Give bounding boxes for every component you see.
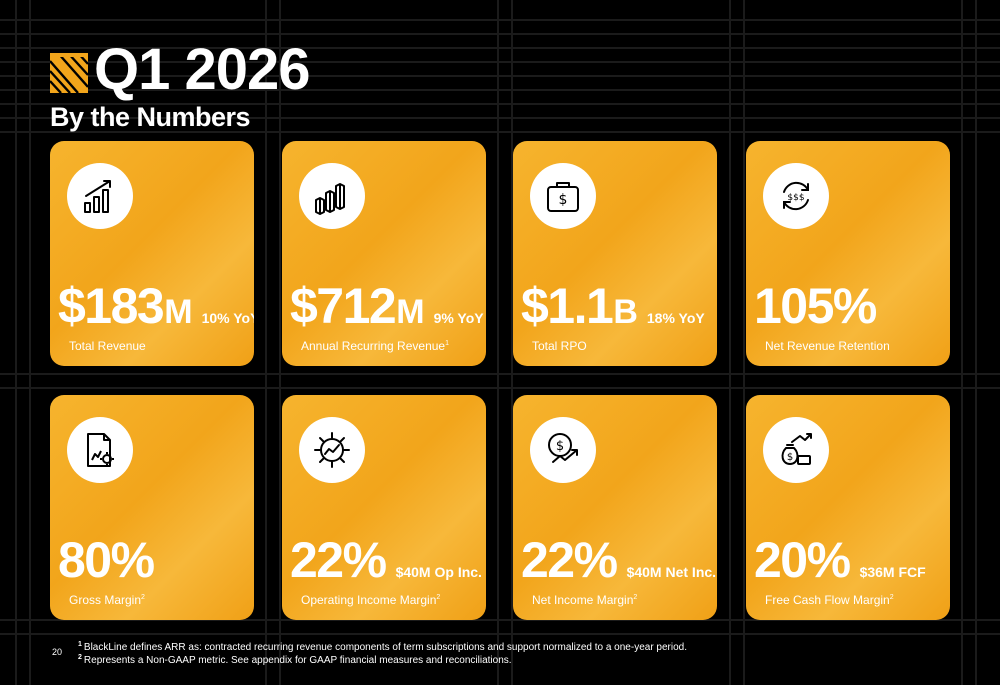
metric-value: 105% [754,278,877,334]
page-number: 20 [52,647,63,657]
metric-value: $183 [58,278,165,334]
metric-value: 20% [754,532,851,588]
metric-change: 9% YoY [433,310,484,326]
metric-label: Total RPO [532,339,587,353]
metric-unit: M [396,293,425,331]
document-chart-gear-icon [87,433,114,467]
icon-badge: $ [530,417,596,483]
metric-value: $1.1 [521,278,614,334]
metric-label: Net Revenue Retention [765,339,890,353]
metric-card-net-income-margin: $ 22% $40M Net Inc. Net Income Margin2 [513,395,717,620]
icon-badge: $$$ [763,163,829,229]
metric-label: Operating Income Margin2 [301,593,441,607]
metric-label: Net Income Margin2 [532,593,638,607]
metric-value-row: 22% $40M Net Inc. [521,531,716,589]
metric-value-row: 80% [58,531,164,589]
footnote-2: 2 Represents a Non-GAAP metric. See appen… [78,653,512,666]
briefcase-dollar-icon: $ [547,182,579,212]
metric-change: $36M FCF [859,564,926,580]
svg-text:$$$: $$$ [787,193,804,203]
metric-value-row: 105% [754,277,886,335]
footnotes: 1 BlackLine defines ARR as: contracted re… [78,641,687,667]
icon-badge: $ [530,163,596,229]
metric-card-free-cash-flow-margin: $ 20% $36M FCF Free Cash Flow Margin2 [746,395,950,620]
recurring-dollar-icon: $$$ [783,181,809,211]
metric-value-row: $712 M 9% YoY [290,277,484,335]
metric-value-row: 22% $40M Op Inc. [290,531,482,589]
metric-value-row: $1.1 B 18% YoY [521,277,705,335]
bar-chart-3d-icon [315,183,345,215]
metric-value: 22% [521,532,618,588]
icon-badge [67,163,133,229]
blackline-logo-icon [50,52,88,93]
footnote-1: 1 BlackLine defines ARR as: contracted re… [78,640,688,653]
icon-badge [299,163,365,229]
metric-value: 80% [58,532,155,588]
icon-badge: $ [763,417,829,483]
metric-label: Annual Recurring Revenue1 [301,339,449,353]
metric-value-row: 20% $36M FCF [754,531,926,589]
metric-change: 18% YoY [646,310,705,326]
title-row: Q1 2026 [50,37,311,102]
metric-unit: M [164,293,193,331]
icon-badge [67,417,133,483]
header: Q1 2026 By the Numbers [50,37,311,133]
metric-label: Gross Margin2 [69,593,145,607]
metric-card-arr: $712 M 9% YoY Annual Recurring Revenue1 [282,141,486,366]
metric-card-total-revenue: $183 M 10% YoY Total Revenue [50,141,254,366]
svg-text:$: $ [556,439,564,454]
page-subtitle: By the Numbers [50,102,251,132]
metric-change: $40M Net Inc. [626,564,717,580]
bar-chart-growth-icon [84,180,111,213]
svg-text:$: $ [559,192,568,208]
metric-card-net-revenue-retention: $$$ 105% Net Revenue Retention [746,141,950,366]
dollar-trend-icon: $ [548,433,578,463]
metric-label: Total Revenue [69,339,146,353]
metric-card-gross-margin: 80% Gross Margin2 [50,395,254,620]
metric-unit: B [613,293,638,331]
metric-label: Free Cash Flow Margin2 [765,593,894,607]
metric-value: 22% [290,532,387,588]
page-title: Q1 2026 [94,37,311,102]
metric-card-total-rpo: $ $1.1 B 18% YoY Total RPO [513,141,717,366]
metric-card-operating-income-margin: 22% $40M Op Inc. Operating Income Margin2 [282,395,486,620]
money-bag-growth-icon: $ [781,433,812,465]
metric-value-row: $183 M 10% YoY [58,277,254,335]
icon-badge [299,417,365,483]
metric-change: 10% YoY [201,310,254,326]
metric-value: $712 [290,278,397,334]
svg-text:$: $ [787,452,793,463]
gear-trend-icon [314,432,350,468]
metric-change: $40M Op Inc. [395,564,482,580]
